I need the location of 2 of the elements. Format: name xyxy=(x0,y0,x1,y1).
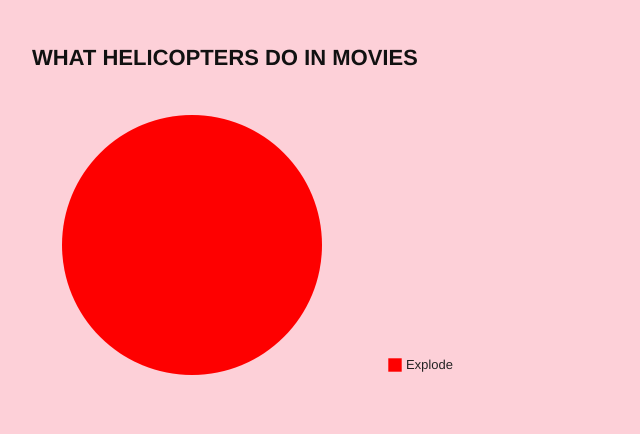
legend-label: Explode xyxy=(406,357,453,372)
chart-title: WHAT HELICOPTERS DO IN MOVIES xyxy=(32,45,418,70)
